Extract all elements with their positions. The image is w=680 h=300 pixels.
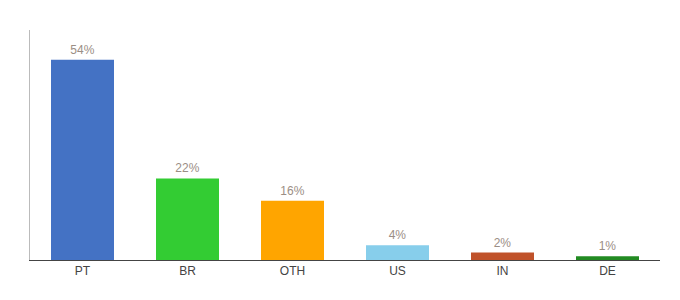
svg-text:US: US [389, 264, 406, 278]
svg-text:OTH: OTH [280, 264, 305, 278]
svg-text:4%: 4% [389, 228, 407, 242]
svg-text:2%: 2% [494, 236, 512, 250]
svg-text:1%: 1% [599, 239, 617, 253]
svg-text:DE: DE [599, 264, 616, 278]
svg-text:54%: 54% [70, 43, 94, 57]
svg-text:PT: PT [75, 264, 91, 278]
svg-text:16%: 16% [280, 184, 304, 198]
svg-text:22%: 22% [175, 161, 199, 175]
svg-text:IN: IN [497, 264, 509, 278]
svg-text:BR: BR [179, 264, 196, 278]
